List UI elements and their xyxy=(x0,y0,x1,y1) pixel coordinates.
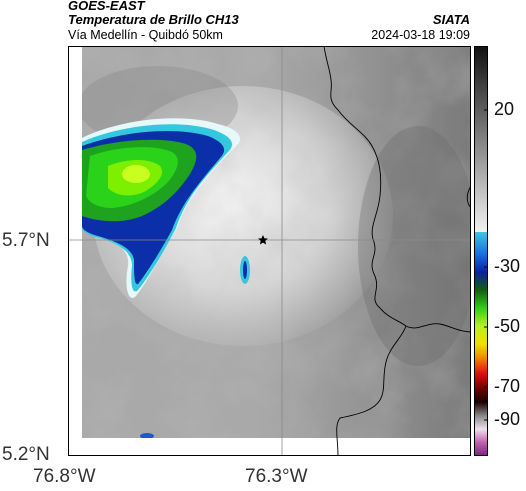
satellite-title: GOES-EAST xyxy=(68,0,145,13)
map-frame xyxy=(68,46,471,456)
colorbar-tick-label: -30 xyxy=(494,256,521,276)
lon-tick-label: 76.3°W xyxy=(245,466,308,487)
lat-tick-label: 5.2°N xyxy=(2,444,50,465)
colorbar-color-segment xyxy=(474,232,488,456)
region-subtitle: Vía Medellín - Quibdó 50km xyxy=(68,28,223,42)
colorbar-gray-segment xyxy=(474,46,488,232)
colorbar-tick-label: -70 xyxy=(494,376,521,396)
cold-cloud-region xyxy=(82,118,241,298)
lat-tick-label: 5.7°N xyxy=(2,230,50,251)
star-icon xyxy=(258,235,268,245)
timestamp: 2024-03-18 19:09 xyxy=(371,28,470,42)
colorbar-tick-label: -90 xyxy=(494,409,521,429)
product-title: Temperatura de Brillo CH13 xyxy=(68,12,239,27)
lon-tick-label: 76.8°W xyxy=(33,466,96,487)
admin-boundary xyxy=(323,46,471,333)
colorbar-tick-label: 20 xyxy=(494,99,515,119)
satellite-map xyxy=(68,46,471,456)
colorbar-tick-label: -50 xyxy=(494,316,521,336)
colorbar xyxy=(474,46,488,456)
organization-label: SIATA xyxy=(432,12,470,27)
